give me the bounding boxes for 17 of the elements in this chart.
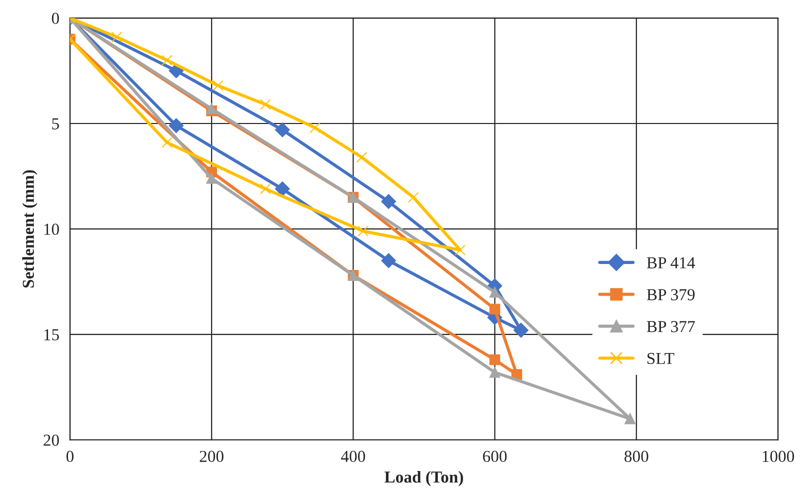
y-tick-label: 10 [44, 224, 59, 235]
y-tick-label: 15 [44, 329, 59, 340]
x-tick-label: 1000 [762, 450, 794, 462]
y-tick-label: 20 [44, 434, 59, 446]
legend-label: BP 379 [646, 289, 695, 300]
y-axis-title: Settlement (mm) [22, 170, 38, 288]
x-tick-label: 800 [624, 450, 648, 462]
y-tick-label: 0 [52, 12, 59, 24]
x-tick-label: 600 [483, 450, 507, 462]
x-axis-title: Load (Ton) [384, 470, 464, 486]
y-tick-label: 5 [52, 118, 59, 130]
x-tick-label: 200 [200, 450, 224, 462]
legend-label: BP 414 [646, 257, 696, 268]
x-tick-label: 0 [66, 450, 74, 462]
legend-label: BP 377 [646, 321, 695, 332]
legend-label: SLT [647, 352, 674, 364]
x-tick-label: 400 [341, 450, 366, 462]
